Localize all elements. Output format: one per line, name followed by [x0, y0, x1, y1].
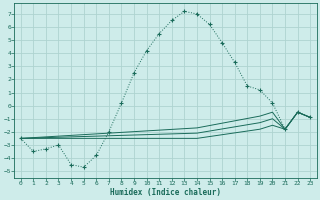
X-axis label: Humidex (Indice chaleur): Humidex (Indice chaleur)	[110, 188, 221, 197]
